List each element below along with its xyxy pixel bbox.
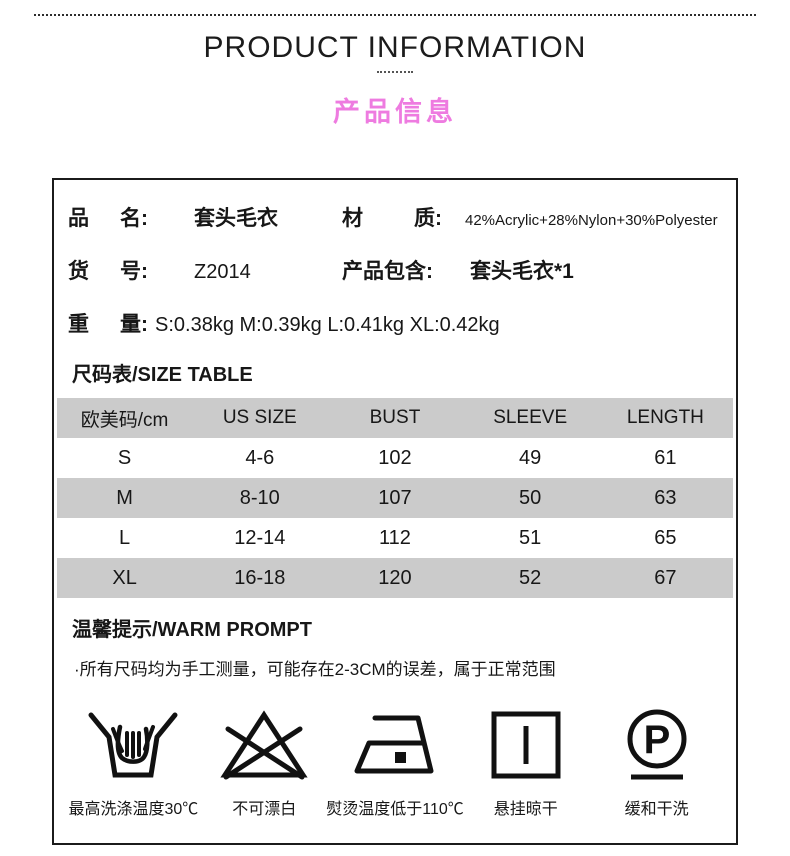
do-not-bleach-icon (220, 710, 308, 780)
info-row-weight: 重量: S:0.38kg M:0.39kg L:0.41kg XL:0.42kg (68, 308, 722, 338)
care-item-dry: 悬挂晾干 (460, 705, 591, 819)
care-label: 悬挂晾干 (493, 801, 558, 818)
size-table: 欧美码/cm US SIZE BUST SLEEVE LENGTH S 4-6 … (57, 398, 733, 598)
size-table-header: BUST (327, 398, 463, 438)
weight-label: 重量: (68, 313, 148, 336)
gentle-dry-clean-icon: P (627, 709, 687, 780)
page-subtitle-zh: 产品信息 (333, 97, 457, 127)
top-dotted-divider (34, 14, 756, 16)
size-table-header-row: 欧美码/cm US SIZE BUST SLEEVE LENGTH (57, 398, 733, 438)
item-no-label: 货号: (68, 260, 148, 283)
material-field: 材质: 42%Acrylic+28%Nylon+30%Polyester (342, 202, 718, 232)
warm-prompt-heading: 温馨提示/WARM PROMPT (72, 619, 312, 641)
care-item-bleach: 不可漂白 (199, 705, 330, 819)
care-label: 熨烫温度低于110℃ (326, 801, 464, 818)
product-name-label: 品名: (68, 207, 148, 230)
size-table-row-l: L 12-14 112 51 65 (119, 526, 677, 549)
product-info-box: 品名: 套头毛衣 材质: 42%Acrylic+28%Nylon+30%Poly… (52, 178, 738, 845)
care-item-dryclean: P 缓和干洗 (591, 705, 722, 819)
care-label: 缓和干洗 (624, 801, 689, 818)
warm-prompt-note: ·所有尺码均为手工测量，可能存在2-3CM的误差，属于正常范围 (74, 660, 556, 679)
care-label: 不可漂白 (232, 801, 297, 818)
hang-dry-icon (491, 711, 561, 779)
care-item-wash: 最高洗涤温度30℃ (68, 705, 199, 819)
svg-text:P: P (643, 718, 670, 762)
care-item-iron: 熨烫温度低于110℃ (326, 705, 464, 819)
size-table-header: SLEEVE (462, 398, 598, 438)
material-value: 42%Acrylic+28%Nylon+30%Polyester (465, 212, 718, 229)
size-table-row-s: S 4-6 102 49 61 (117, 446, 677, 469)
item-no-field: 货号: Z2014 (68, 255, 342, 285)
product-name-field: 品名: 套头毛衣 (68, 202, 342, 232)
size-table-row-m: M 8-10 107 50 63 (57, 478, 733, 518)
item-no-value: Z2014 (194, 261, 251, 283)
info-row-name-material: 品名: 套头毛衣 材质: 42%Acrylic+28%Nylon+30%Poly… (68, 202, 722, 232)
size-table-header: LENGTH (597, 398, 733, 438)
product-name-value: 套头毛衣 (194, 207, 278, 230)
care-label: 最高洗涤温度30℃ (68, 801, 199, 818)
size-table-header: 欧美码/cm (57, 398, 193, 438)
hand-wash-30-icon (88, 712, 178, 778)
weight-value: S:0.38kg M:0.39kg L:0.41kg XL:0.42kg (155, 314, 500, 336)
title-dash-divider (377, 71, 413, 73)
package-value: 套头毛衣*1 (470, 260, 574, 283)
material-label: 材质: (342, 207, 442, 230)
package-field: 产品包含: 套头毛衣*1 (342, 255, 574, 285)
info-row-itemno-package: 货号: Z2014 产品包含: 套头毛衣*1 (68, 255, 722, 285)
page-title: PRODUCT INFORMATION (203, 31, 587, 64)
size-table-header: US SIZE (192, 398, 328, 438)
package-label: 产品包含: (342, 260, 433, 283)
size-table-row-xl: XL 16-18 120 52 67 (57, 558, 733, 598)
care-instructions-row: 最高洗涤温度30℃ 不可漂白 熨烫温度低于110℃ (68, 705, 722, 819)
iron-below-110-icon (354, 715, 434, 774)
size-table-heading: 尺码表/SIZE TABLE (72, 364, 253, 386)
